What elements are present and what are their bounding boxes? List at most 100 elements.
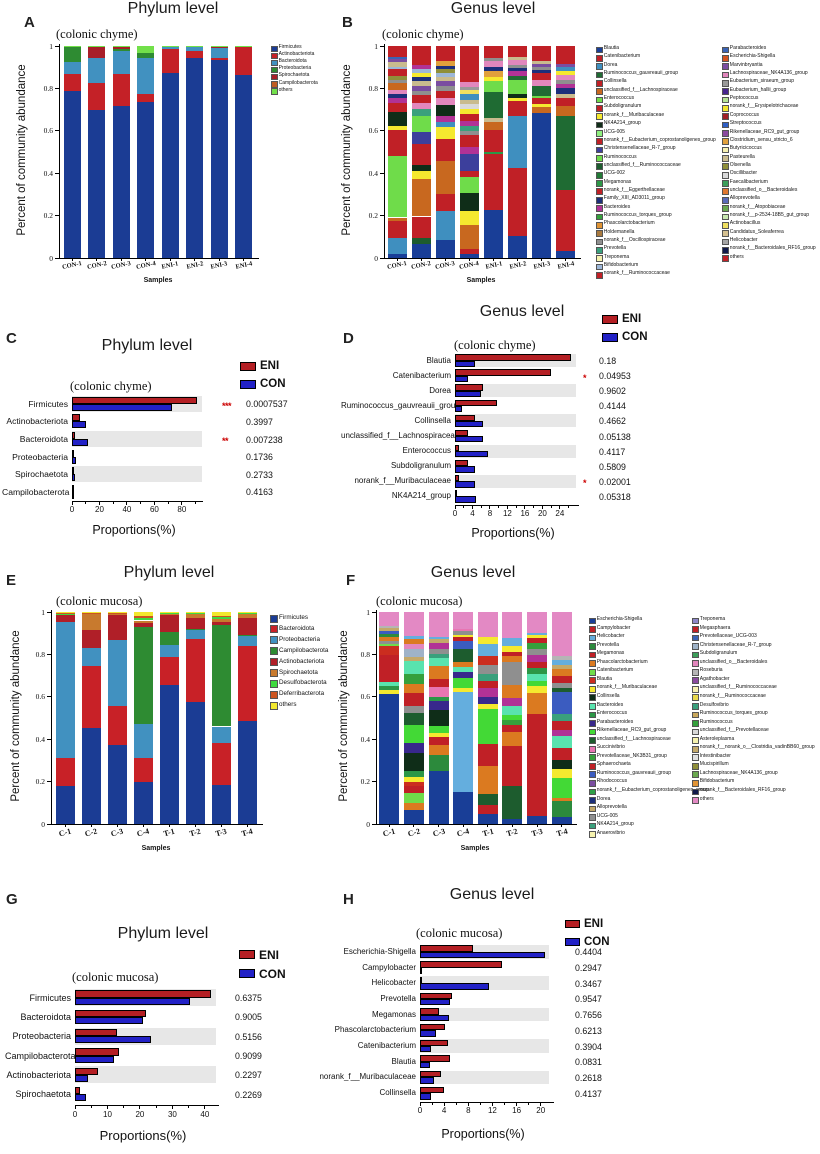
y-tick [47, 611, 51, 613]
bar-segment [508, 115, 528, 168]
legend-swatch [596, 238, 603, 246]
con-bar [420, 983, 490, 990]
y-axis-line [59, 44, 60, 259]
category-label: Prevotella [380, 993, 416, 1003]
bar-segment [211, 617, 231, 620]
legend-swatch [722, 171, 729, 179]
legend-label: unclassified_o__Bacteroidales [729, 186, 798, 193]
eni-bar [420, 945, 473, 952]
bar-segment [527, 612, 548, 634]
bar-segment [235, 74, 253, 258]
x-tick [116, 824, 118, 827]
x-tick-major [454, 505, 456, 509]
bar-segment [435, 240, 455, 258]
bar-segment [428, 666, 449, 679]
bar-segment [411, 216, 431, 239]
eni-bar [455, 414, 475, 421]
legend-swatch [722, 238, 729, 246]
legend-label: Megasphaera [699, 624, 731, 631]
legend-swatch [692, 771, 699, 779]
x-axis-title: Samples [143, 277, 173, 284]
con-bar [75, 997, 191, 1005]
stacked-bar [411, 46, 431, 258]
category-label: norank_f__Muribaculaceae [319, 1072, 416, 1082]
bar-segment [411, 76, 431, 81]
legend-label: Catenibacterium [596, 667, 634, 674]
panel-letter-c: C [6, 330, 17, 347]
bar-segment [527, 642, 548, 649]
legend-swatch [596, 246, 603, 254]
legend-label: Agathobacter [699, 675, 730, 682]
bar-segment [484, 46, 504, 59]
bar-segment [502, 714, 523, 721]
legend-swatch [565, 938, 580, 946]
legend-label: Anaerovibrio [596, 829, 625, 836]
bar-segment [88, 109, 106, 258]
stacked-bar [112, 46, 130, 258]
legend-swatch [692, 728, 699, 736]
legend-swatch [722, 163, 729, 171]
stacked-bar [428, 612, 449, 824]
bar-segment [411, 170, 431, 180]
legend-swatch [270, 625, 278, 634]
legend-label: Ruminococcus [699, 718, 733, 725]
bar-segment [435, 72, 455, 77]
bar-segment [435, 126, 455, 139]
legend-label: Ruminococcus_torques_group [603, 212, 672, 218]
legend-swatch [722, 130, 729, 137]
stacked-bar [235, 46, 253, 258]
legend-label: Ruminococcus_gauvreauii_group [596, 769, 672, 776]
legend-swatch [589, 737, 596, 744]
bar-segment [453, 631, 474, 635]
bar-segment [484, 58, 504, 62]
bar-segment [428, 639, 449, 644]
bar-segment [387, 62, 407, 67]
y-tick [55, 172, 59, 174]
legend-label: Megamonas [596, 650, 625, 657]
x-tick-label: 10 [103, 1110, 112, 1119]
bar-segment [453, 636, 474, 642]
legend-label: Dorea [596, 795, 611, 802]
legend-swatch [722, 96, 729, 104]
bar-segment [527, 667, 548, 675]
x-tick [541, 258, 543, 261]
bar-segment [477, 804, 498, 814]
legend-label: NK4A214_group [603, 120, 641, 127]
x-tick [487, 824, 489, 827]
bar-segment [551, 669, 572, 677]
significance-stars: * [583, 478, 587, 489]
legend-swatch [692, 711, 699, 719]
stacked-bar [107, 612, 127, 824]
y-tick-label: 0.6 [360, 692, 370, 702]
legend-swatch [271, 59, 278, 67]
legend-swatch [565, 920, 580, 928]
x-axis-line [455, 505, 579, 506]
bar-segment [107, 614, 127, 616]
bar-segment [387, 69, 407, 76]
bar-segment [532, 63, 552, 67]
bar-segment [484, 66, 504, 72]
bar-segment [411, 179, 431, 217]
x-tick-minor [155, 1105, 157, 1108]
bar-segment [527, 638, 548, 643]
eni-bar [420, 1039, 448, 1047]
legend-label: norank_f__Atopobiaceae [729, 203, 786, 210]
bar-segment [527, 661, 548, 668]
y-tick-label: 0.8 [360, 649, 370, 659]
x-tick-label: 60 [149, 505, 159, 514]
x-tick [468, 258, 470, 261]
eni-bar [455, 384, 484, 391]
legend-swatch [596, 196, 603, 204]
legend-label: Prevotella [596, 641, 620, 648]
p-value: 0.3467 [575, 978, 602, 989]
bar-segment [428, 701, 449, 710]
panel-letter-g: G [6, 891, 18, 908]
stacked-bar [459, 46, 479, 258]
bar-segment [435, 69, 455, 73]
bar-segment [137, 57, 155, 94]
bar-segment [459, 86, 479, 91]
bar-segment [88, 46, 106, 48]
bar-segment [477, 743, 498, 766]
bar-segment [502, 786, 523, 819]
